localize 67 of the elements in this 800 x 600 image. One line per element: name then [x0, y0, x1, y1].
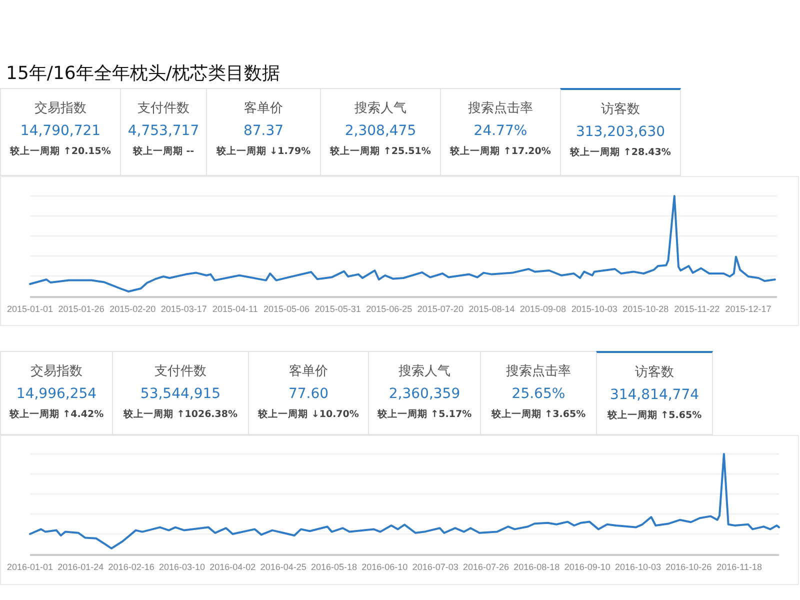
category-label: 支付件数 [154, 363, 208, 380]
text: 较上一周期 ↑1026.38% [122, 408, 239, 421]
text: 较上一周期 ↑5.65% [606, 409, 703, 422]
x-tick-label: 2016-03-10 [158, 562, 206, 572]
category-label: 搜索人气 [354, 100, 408, 117]
text: 较上一周期 -- [132, 145, 196, 158]
x-tick-label: 2015-05-31 [314, 304, 361, 314]
category-label: 搜索点击率 [505, 363, 572, 380]
x-tick-label: 2015-11-22 [674, 304, 720, 314]
text: 较上一周期 ↑25.51% [328, 145, 432, 158]
x-tick-label: 2015-01-01 [6, 304, 54, 314]
text: 77.60 [288, 386, 329, 402]
x-tick-label: 2016-09-10 [564, 562, 610, 572]
category-label: 支付件数 [136, 100, 190, 117]
x-tick-label: 2015-10-03 [571, 304, 618, 314]
text: 较上一周期 ↓1.79% [215, 145, 312, 158]
text: 24.77% [474, 123, 528, 139]
x-tick-label: 2016-07-26 [462, 562, 510, 572]
text: 较上一周期 ↑3.65% [490, 408, 587, 421]
x-tick-label: 2016-08-18 [514, 562, 560, 572]
text: 25.65% [512, 386, 566, 402]
x-tick-label: 2016-11-18 [716, 562, 762, 572]
text: 较上一周期 ↑4.42% [8, 408, 105, 421]
text: 较上一周期 ↑17.20% [448, 145, 552, 158]
text: 87.37 [243, 123, 284, 139]
text: 2,308,475 [344, 123, 416, 139]
text: 较上一周期 ↑28.43% [568, 146, 672, 159]
category-label: 访客数 [634, 364, 675, 381]
x-tick-label: 2016-10-26 [666, 562, 712, 572]
text: 15年/16年全年枕头/枕芯类目数据 [6, 62, 280, 85]
x-tick-label: 2015-01-26 [58, 304, 104, 314]
category-label: 客单价 [288, 363, 329, 380]
x-tick-label: 2015-07-20 [417, 304, 464, 314]
x-tick-label: 2016-01-24 [58, 562, 104, 572]
x-tick-label: 2015-10-28 [622, 304, 669, 314]
x-tick-label: 2015-04-11 [212, 304, 258, 314]
text: 314,814,774 [610, 387, 700, 403]
category-label: 交易指数 [30, 363, 84, 380]
text: 较上一周期 ↓10.70% [256, 408, 360, 421]
x-tick-label: 2016-04-25 [260, 562, 306, 572]
x-tick-label: 2016-07-03 [412, 562, 458, 572]
text: 14,790,721 [20, 123, 101, 139]
text: 14,996,254 [16, 386, 97, 402]
text: 较上一周期 ↑20.15% [8, 145, 112, 158]
x-tick-label: 2016-04-02 [210, 562, 256, 572]
text: 313,203,630 [576, 124, 666, 140]
x-tick-label: 2015-06-25 [366, 304, 412, 314]
category-label: 客单价 [243, 100, 284, 117]
x-tick-label: 2016-10-03 [614, 562, 662, 572]
text: 2,360,359 [388, 386, 460, 402]
x-tick-label: 2015-12-17 [725, 304, 772, 314]
x-tick-label: 2016-02-16 [108, 562, 154, 572]
category-label: 搜索人气 [398, 363, 452, 380]
x-tick-label: 2016-05-18 [310, 562, 358, 572]
category-label: 访客数 [600, 101, 641, 118]
text: 53,544,915 [140, 386, 221, 402]
x-tick-label: 2015-02-20 [110, 304, 156, 314]
x-tick-label: 2016-01-01 [6, 562, 54, 572]
x-tick-label: 2016-06-10 [362, 562, 408, 572]
text: 4,753,717 [128, 123, 200, 139]
text: 较上一周期 ↑5.17% [376, 408, 473, 421]
x-tick-label: 2015-09-08 [520, 304, 566, 314]
x-tick-label: 2015-08-14 [468, 304, 515, 314]
x-tick-label: 2015-05-06 [264, 304, 310, 314]
category-label: 搜索点击率 [467, 100, 534, 117]
x-tick-label: 2015-03-17 [160, 304, 207, 314]
category-label: 交易指数 [34, 100, 88, 117]
